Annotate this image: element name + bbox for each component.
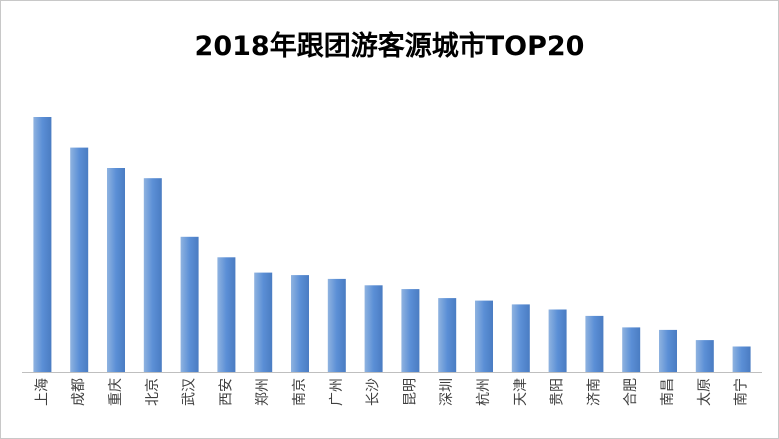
x-tick-label-2: 成都 (71, 378, 87, 406)
x-tick-label-7: 郑州 (255, 378, 271, 406)
bar-12 (438, 298, 457, 372)
x-tick-label-16: 济南 (586, 378, 602, 406)
bar-8 (291, 275, 309, 372)
x-tick-label-14: 天津 (513, 378, 529, 406)
x-tick-label-8: 南京 (292, 378, 308, 406)
x-tick-label-11: 昆明 (402, 378, 418, 406)
x-tick-label-12: 深圳 (439, 378, 455, 406)
bar-11 (401, 289, 420, 372)
x-tick-label-1: 上海 (34, 378, 50, 406)
x-tick-label-5: 武汉 (182, 378, 198, 406)
chart-title: 2018年跟团游客源城市TOP20 (194, 31, 585, 62)
bar-20 (732, 346, 751, 372)
bar-13 (475, 300, 493, 372)
bar-10 (364, 285, 383, 372)
x-tick-label-17: 合肥 (623, 378, 639, 406)
bar-6 (217, 257, 236, 373)
bar-14 (511, 304, 530, 372)
bar-16 (585, 315, 604, 372)
x-tick-label-15: 贵阳 (550, 378, 566, 406)
bar-1 (33, 117, 52, 372)
bars-group (33, 117, 751, 373)
bar-19 (695, 340, 714, 372)
bar-15 (548, 309, 567, 372)
x-tick-label-18: 南昌 (660, 378, 676, 406)
x-tick-label-19: 太原 (697, 378, 713, 406)
x-tick-label-3: 重庆 (108, 378, 124, 406)
bar-17 (622, 327, 641, 372)
bar-7 (254, 272, 273, 373)
bar-18 (659, 329, 677, 372)
x-tick-label-10: 长沙 (366, 378, 382, 406)
category-labels-group: 上海 成都 重庆 北京 武汉 西安 郑州 南京 广州 长沙 昆明 深圳 杭州 天津 贵阳 济南 合肥 南昌 太原 南宁 (34, 378, 749, 406)
x-tick-label-6: 西安 (218, 378, 234, 406)
x-tick-label-4: 北京 (145, 378, 161, 406)
bar-2 (70, 147, 89, 372)
bar-3 (107, 168, 125, 372)
bar-9 (327, 278, 346, 372)
bar-4 (143, 178, 162, 372)
x-tick-label-13: 杭州 (476, 378, 492, 406)
x-tick-label-9: 广州 (329, 378, 345, 406)
x-tick-label-20: 南宁 (733, 378, 750, 406)
bar-5 (180, 236, 199, 372)
